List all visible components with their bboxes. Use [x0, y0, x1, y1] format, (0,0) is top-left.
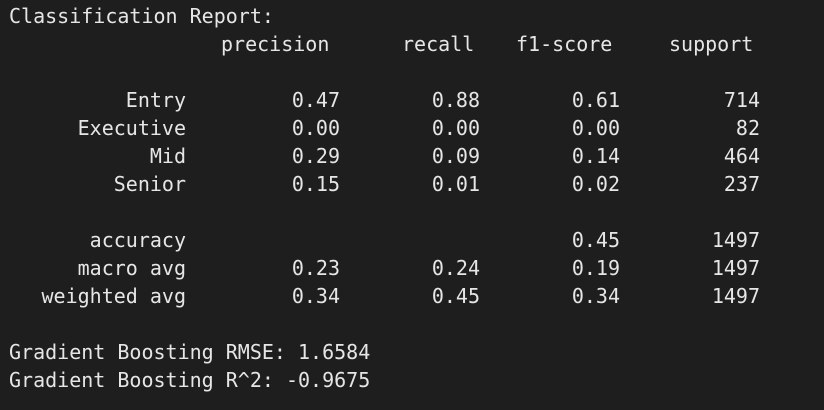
summary-f1-score: 0.45 [571, 228, 620, 252]
class-row: Mid 0.29 0.09 0.14 464 [9, 142, 824, 170]
summary-row-macro-avg: macro avg 0.23 0.24 0.19 1497 [9, 254, 824, 282]
class-precision: 0.15 [291, 172, 340, 196]
blank-line [9, 198, 824, 226]
summary-row-accuracy: accuracy 0.45 1497 [9, 226, 824, 254]
class-recall: 0.00 [431, 116, 480, 140]
class-name: Entry [125, 88, 186, 112]
summary-f1-score: 0.19 [571, 256, 620, 280]
class-recall: 0.01 [431, 172, 480, 196]
report-title: Classification Report: [9, 4, 274, 28]
summary-support: 1497 [711, 228, 760, 252]
summary-f1-score: 0.34 [571, 284, 620, 308]
summary-name: macro avg [77, 256, 186, 280]
class-row: Executive 0.00 0.00 0.00 82 [9, 114, 824, 142]
r2-line: Gradient Boosting R^2: -0.9675 [9, 368, 371, 392]
report-title-row: Classification Report: [9, 2, 824, 30]
summary-name: weighted avg [41, 284, 187, 308]
class-support: 237 [723, 172, 760, 196]
class-precision: 0.29 [291, 144, 340, 168]
header-support: support [669, 32, 754, 56]
class-f1-score: 0.61 [571, 88, 620, 112]
class-name: Mid [149, 144, 186, 168]
class-precision: 0.00 [291, 116, 340, 140]
blank-line [9, 58, 824, 86]
summary-recall: 0.24 [431, 256, 480, 280]
class-f1-score: 0.14 [571, 144, 620, 168]
class-row: Senior 0.15 0.01 0.02 237 [9, 170, 824, 198]
class-row: Entry 0.47 0.88 0.61 714 [9, 86, 824, 114]
header-recall: recall [402, 32, 475, 56]
class-f1-score: 0.02 [571, 172, 620, 196]
class-support: 464 [723, 144, 760, 168]
summary-row-weighted-avg: weighted avg 0.34 0.45 0.34 1497 [9, 282, 824, 310]
rmse-row: Gradient Boosting RMSE: 1.6584 [9, 338, 824, 366]
blank-line [9, 310, 824, 338]
r2-row: Gradient Boosting R^2: -0.9675 [9, 366, 824, 394]
header-f1-score: f1-score [516, 32, 613, 56]
summary-support: 1497 [711, 284, 760, 308]
header-precision: precision [221, 32, 330, 56]
class-name: Senior [113, 172, 186, 196]
summary-support: 1497 [711, 256, 760, 280]
report-header-row: precision recall f1-score support [9, 30, 824, 58]
summary-precision: 0.23 [291, 256, 340, 280]
class-name: Executive [77, 116, 186, 140]
class-support: 714 [723, 88, 760, 112]
summary-precision: 0.34 [291, 284, 340, 308]
summary-name: accuracy [89, 228, 186, 252]
class-support: 82 [735, 116, 760, 140]
class-f1-score: 0.00 [571, 116, 620, 140]
class-precision: 0.47 [291, 88, 340, 112]
rmse-line: Gradient Boosting RMSE: 1.6584 [9, 340, 371, 364]
summary-recall: 0.45 [431, 284, 480, 308]
class-recall: 0.88 [431, 88, 480, 112]
class-recall: 0.09 [431, 144, 480, 168]
